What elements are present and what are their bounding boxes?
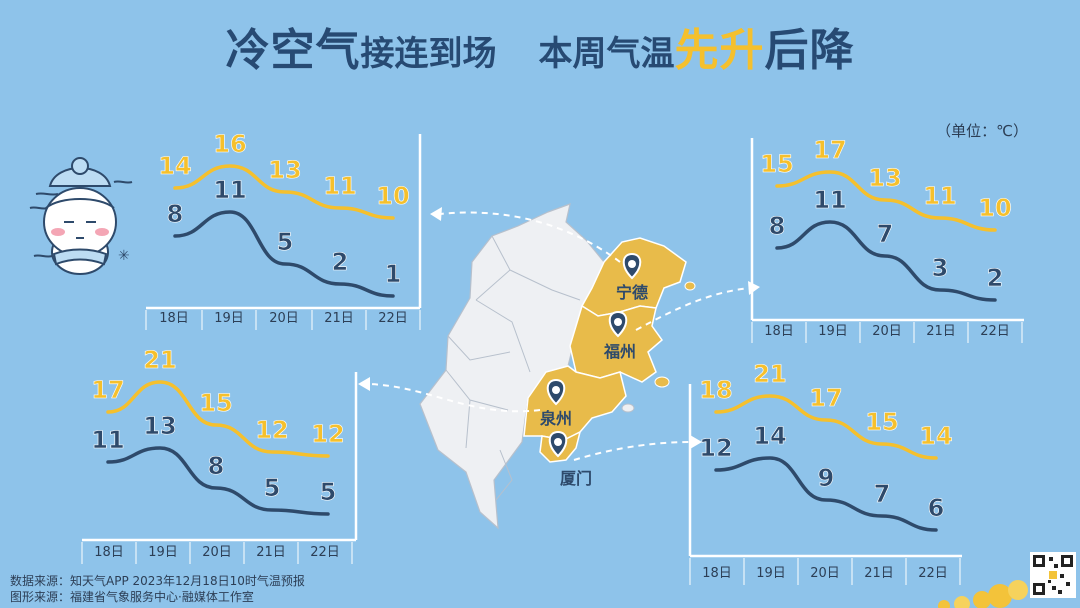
high-temp-label: 12 [255,416,288,444]
svg-text:✳: ✳ [118,248,130,264]
low-temp-label: 5 [264,474,281,502]
title-part1: 冷空气 [225,25,361,76]
low-temp-label: 12 [699,434,732,462]
high-temp-label: 13 [868,164,901,192]
low-temp-label: 11 [91,426,124,454]
map-inland-borders [445,235,581,501]
snowman-mascot: ✳ [29,157,133,275]
pin-quanzhou [546,378,566,406]
high-temp-label: 11 [923,182,956,210]
title-part5: 后降 [764,25,855,76]
high-temp-label: 17 [91,376,124,404]
flower-decoration [938,580,1028,608]
title-part3: 本周气温 [538,34,675,74]
x-tick-label: 19日 [818,324,848,339]
high-temp-label: 17 [809,384,842,412]
high-temp-label: 13 [268,156,301,184]
high-temp-label: 15 [760,150,793,178]
low-temp-label: 14 [753,422,786,450]
x-tick-label: 19日 [214,311,244,326]
qr-code [1030,552,1076,598]
x-tick-label: 19日 [756,566,786,581]
x-tick-label: 18日 [702,566,732,581]
pin-ningde [622,252,642,280]
x-tick-label: 18日 [159,311,189,326]
map-island [684,281,696,291]
high-temp-label: 15 [199,389,232,417]
high-temp-label: 21 [143,346,176,374]
high-temp-label: 21 [753,360,786,388]
low-temp-label: 7 [877,220,894,248]
arrow-ningde [430,207,442,221]
arrow-quanzhou [358,377,370,391]
data-source: 数据来源：知天气APP 2023年12月18日10时气温预报 [10,574,305,588]
title-part4: 先升 [674,25,765,76]
city-label-fuzhou: 福州 [603,342,636,361]
x-tick-label: 22日 [980,324,1010,339]
x-tick-label: 20日 [202,545,232,560]
unit-label: （单位：℃） [936,122,1028,140]
x-tick-label: 22日 [378,311,408,326]
x-tick-label: 21日 [324,311,354,326]
high-temp-label: 15 [865,408,898,436]
x-tick-label: 18日 [94,545,124,560]
high-temp-label: 17 [813,136,846,164]
high-temp-label: 10 [978,194,1011,222]
map-island [621,403,635,413]
low-temp-label: 2 [987,264,1004,292]
x-tick-label: 21日 [926,324,956,339]
connector-fuzhou [635,287,751,331]
high-temp-label: 10 [376,182,409,210]
low-temp-label: 8 [769,212,786,240]
low-temp-label: 9 [818,464,835,492]
qr-pattern [1033,555,1073,595]
low-temp-label: 13 [143,412,176,440]
connector-xiamen [573,441,693,461]
x-tick-label: 21日 [864,566,894,581]
high-temp-label: 14 [158,152,191,180]
x-tick-label: 21日 [256,545,286,560]
low-temp-label: 5 [320,478,337,506]
arrow-xiamen [690,435,702,449]
x-tick-label: 20日 [810,566,840,581]
high-temp-label: 16 [213,130,246,158]
graphic-source: 图形来源：福建省气象服务中心·融媒体工作室 [10,590,254,604]
low-temp-label: 11 [213,176,246,204]
low-temp-label: 11 [813,186,846,214]
connector-quanzhou [367,383,541,413]
city-label-xiamen: 厦门 [560,469,592,488]
low-temp-label: 1 [385,260,402,288]
pin-fuzhou [608,310,628,338]
headline: 冷空气接连到场 本周气温先升后降 [0,14,1080,78]
high-temp-label: 14 [919,422,952,450]
high-temp-label: 12 [311,420,344,448]
high-temp-label: 11 [323,172,356,200]
x-tick-label: 22日 [918,566,948,581]
high-temp-label: 18 [699,376,732,404]
x-tick-label: 20日 [872,324,902,339]
map-island [654,376,670,388]
city-label-ningde: 宁德 [616,283,648,302]
low-temp-label: 2 [332,248,349,276]
title-part2: 接连到场 [360,34,497,74]
x-tick-label: 18日 [764,324,794,339]
x-tick-label: 20日 [269,311,299,326]
low-temp-label: 8 [208,452,225,480]
x-tick-label: 22日 [310,545,340,560]
low-temp-label: 5 [277,228,294,256]
low-temp-label: 6 [928,494,945,522]
low-temp-label: 8 [167,200,184,228]
x-tick-label: 19日 [148,545,178,560]
city-label-quanzhou: 泉州 [540,409,572,428]
low-temp-label: 7 [874,480,891,508]
pin-xiamen [548,430,568,458]
low-temp-label: 3 [932,254,949,282]
